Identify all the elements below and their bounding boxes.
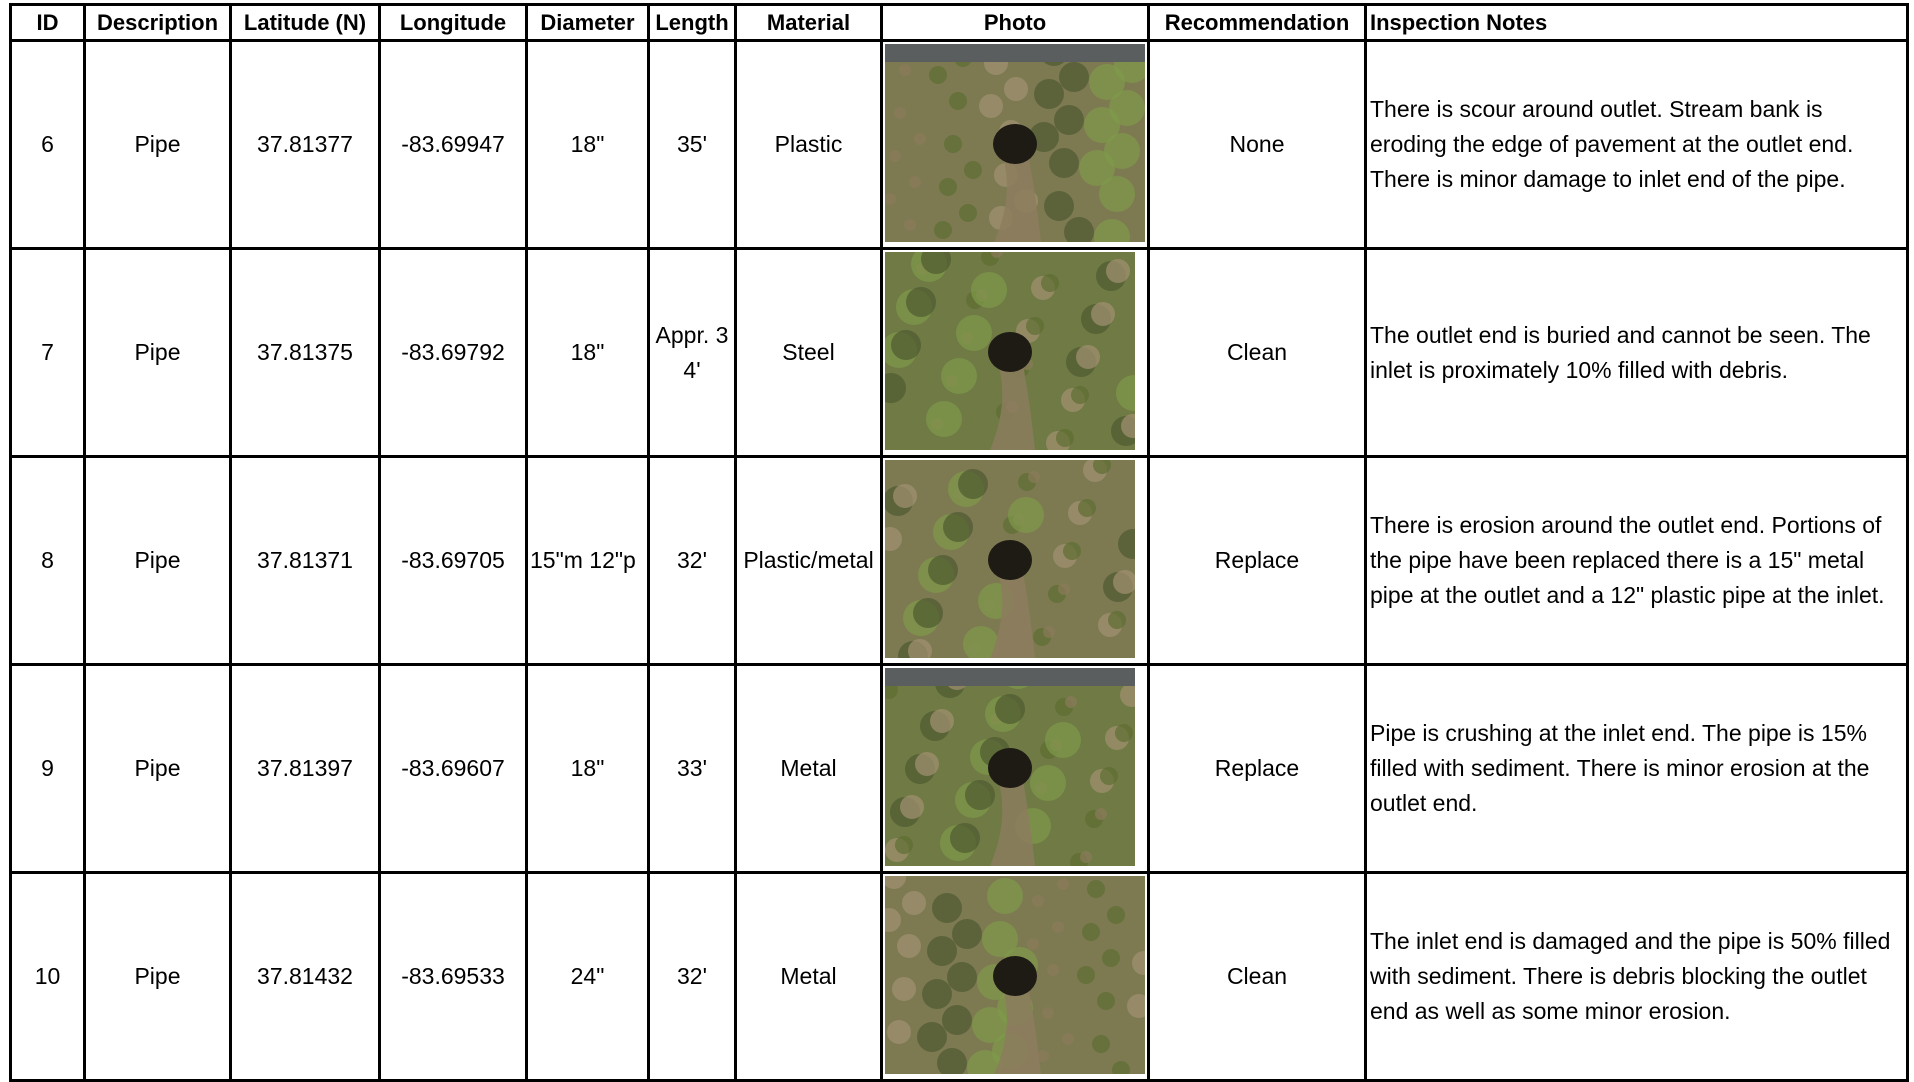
diameter-cell: 18" (525, 247, 650, 458)
id-cell: 8 (9, 455, 86, 666)
column-header: Description (83, 3, 232, 42)
recommendation-cell: Clean (1147, 871, 1367, 1082)
photo (885, 252, 1135, 450)
description-cell: Pipe (83, 663, 232, 874)
latitude-cell: 37.81371 (229, 455, 381, 666)
longitude-cell: -83.69607 (378, 663, 528, 874)
notes-cell: There is scour around outlet. Stream ban… (1364, 39, 1909, 250)
column-header: Longitude (378, 3, 528, 42)
diameter-cell: 18" (525, 39, 650, 250)
length-cell: 33' (647, 663, 737, 874)
photo (885, 44, 1145, 242)
id-cell: 10 (9, 871, 86, 1082)
diameter-cell: 18" (525, 663, 650, 874)
header-row: ID Description Latitude (N) Longitude Diamet… (9, 3, 1909, 42)
longitude-cell: -83.69947 (378, 39, 528, 250)
column-header: Photo (880, 3, 1150, 42)
length-cell: Appr. 34' (647, 247, 737, 458)
material-cell: Plastic/metal (734, 455, 883, 666)
latitude-cell: 37.81397 (229, 663, 381, 874)
column-header: Inspection Notes (1364, 3, 1909, 42)
recommendation-cell: Replace (1147, 663, 1367, 874)
material-cell: Steel (734, 247, 883, 458)
photo-cell (880, 247, 1150, 458)
notes-cell: Pipe is crushing at the inlet end. The p… (1364, 663, 1909, 874)
diameter-cell: 15"m 12"p (525, 455, 650, 666)
photo (885, 668, 1135, 866)
material-cell: Plastic (734, 39, 883, 250)
length-cell: 35' (647, 39, 737, 250)
inspection-table: ID Description Latitude (N) Longitude Diamet… (9, 3, 1909, 1082)
longitude-cell: -83.69705 (378, 455, 528, 666)
recommendation-cell: Clean (1147, 247, 1367, 458)
recommendation-cell: None (1147, 39, 1367, 250)
diameter-cell: 24" (525, 871, 650, 1082)
description-cell: Pipe (83, 455, 232, 666)
column-header: Latitude (N) (229, 3, 381, 42)
photo-cell (880, 871, 1150, 1082)
photo-cell (880, 455, 1150, 666)
id-cell: 6 (9, 39, 86, 250)
notes-cell: There is erosion around the outlet end. … (1364, 455, 1909, 666)
description-cell: Pipe (83, 871, 232, 1082)
table-row: 10 Pipe 37.81432 -83.69533 24" 32' Metal Clean T… (9, 871, 1909, 1082)
material-cell: Metal (734, 871, 883, 1082)
column-header: ID (9, 3, 86, 42)
latitude-cell: 37.81432 (229, 871, 381, 1082)
column-header: Diameter (525, 3, 650, 42)
longitude-cell: -83.69792 (378, 247, 528, 458)
notes-cell: The outlet end is buried and cannot be s… (1364, 247, 1909, 458)
table-row: 9 Pipe 37.81397 -83.69607 18" 33' Metal Replace… (9, 663, 1909, 874)
table-row: 6 Pipe 37.81377 -83.69947 18" 35' Plastic None T… (9, 39, 1909, 250)
photo (885, 876, 1145, 1074)
table-row: 7 Pipe 37.81375 -83.69792 18" Appr. 34' Steel C… (9, 247, 1909, 458)
table-row: 8 Pipe 37.81371 -83.69705 15"m 12"p 32' Plasti… (9, 455, 1909, 666)
column-header: Recommendation (1147, 3, 1367, 42)
column-header: Length (647, 3, 737, 42)
longitude-cell: -83.69533 (378, 871, 528, 1082)
id-cell: 9 (9, 663, 86, 874)
description-cell: Pipe (83, 39, 232, 250)
id-cell: 7 (9, 247, 86, 458)
photo-cell (880, 39, 1150, 250)
latitude-cell: 37.81375 (229, 247, 381, 458)
latitude-cell: 37.81377 (229, 39, 381, 250)
notes-cell: The inlet end is damaged and the pipe is… (1364, 871, 1909, 1082)
recommendation-cell: Replace (1147, 455, 1367, 666)
table-body: 6 Pipe 37.81377 -83.69947 18" 35' Plastic None T… (9, 39, 1909, 1082)
photo-cell (880, 663, 1150, 874)
description-cell: Pipe (83, 247, 232, 458)
length-cell: 32' (647, 455, 737, 666)
length-cell: 32' (647, 871, 737, 1082)
photo (885, 460, 1135, 658)
material-cell: Metal (734, 663, 883, 874)
column-header: Material (734, 3, 883, 42)
